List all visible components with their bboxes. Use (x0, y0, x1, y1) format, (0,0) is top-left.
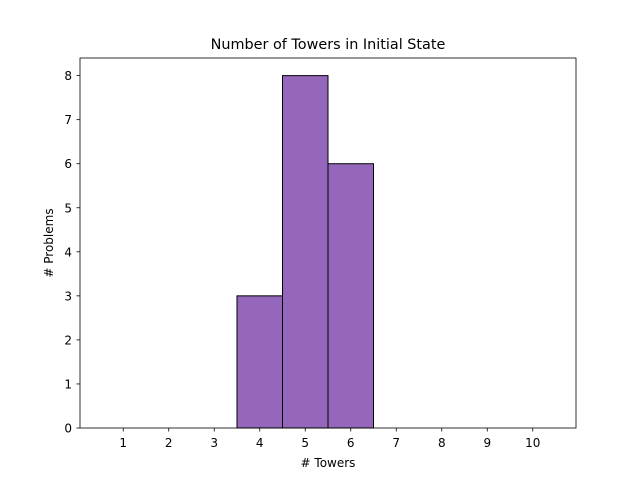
y-tick-label: 1 (64, 377, 72, 391)
bars-group (236, 75, 375, 429)
y-axis-ticks: 0 1 2 3 4 5 6 7 8 (64, 69, 80, 436)
plot-area-frame (79, 57, 577, 429)
x-tick-label: 7 (392, 436, 400, 450)
chart-title: Number of Towers in Initial State (211, 37, 446, 53)
x-tick-label: 1 (119, 436, 127, 450)
bar-6 (327, 163, 375, 429)
x-tick-label: 10 (525, 436, 540, 450)
x-tick-label: 8 (438, 436, 446, 450)
y-tick-label: 2 (64, 333, 72, 347)
x-tick-label: 3 (210, 436, 218, 450)
y-tick-label: 8 (64, 69, 72, 83)
y-tick-label: 7 (64, 113, 72, 127)
x-tick-label: 5 (301, 436, 309, 450)
x-tick-label: 2 (165, 436, 173, 450)
x-axis-label: # Towers (301, 456, 356, 470)
x-tick-label: 9 (483, 436, 491, 450)
y-tick-label: 0 (64, 422, 72, 436)
y-tick-label: 3 (64, 289, 72, 303)
x-tick-label: 6 (347, 436, 355, 450)
y-tick-label: 5 (64, 201, 72, 215)
y-axis-label: # Problems (42, 208, 56, 277)
y-tick-label: 6 (64, 157, 72, 171)
x-tick-label: 4 (256, 436, 264, 450)
x-axis-ticks: 1 2 3 4 5 6 7 8 9 10 (119, 428, 540, 450)
bar-5 (281, 75, 329, 429)
bar-4 (236, 295, 283, 429)
y-tick-label: 4 (64, 245, 72, 259)
